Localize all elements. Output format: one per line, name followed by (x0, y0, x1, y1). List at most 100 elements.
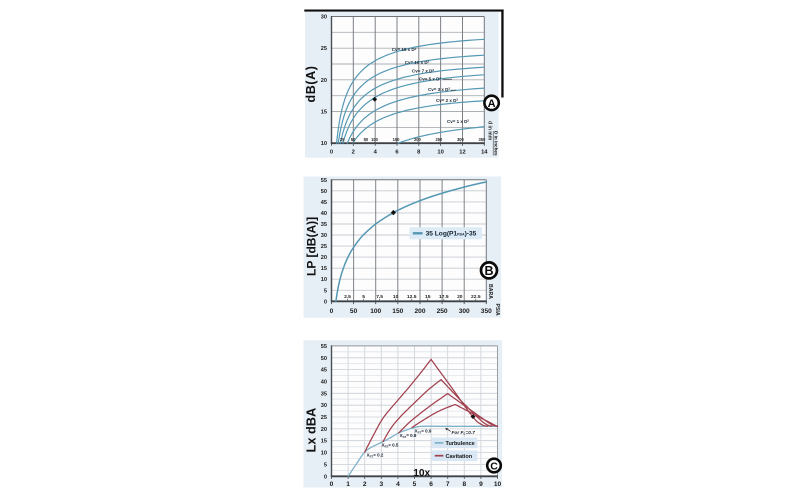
svg-text:10x: 10x (413, 468, 430, 479)
svg-text:8: 8 (417, 149, 421, 155)
svg-text:80: 80 (364, 137, 369, 142)
svg-text:LP [dB(A)]: LP [dB(A)] (305, 217, 319, 276)
svg-text:dB(A): dB(A) (304, 65, 318, 102)
svg-text:A: A (488, 98, 496, 110)
svg-text:0: 0 (330, 308, 334, 315)
svg-text:17.5: 17.5 (439, 294, 449, 300)
svg-text:5: 5 (324, 288, 327, 294)
svg-text:35: 35 (321, 222, 327, 228)
svg-text:XFZ= 0.5: XFZ= 0.5 (382, 443, 399, 449)
svg-text:Cv= 7 x D2: Cv= 7 x D2 (412, 68, 434, 73)
svg-text:250: 250 (437, 308, 448, 315)
svg-text:3: 3 (379, 481, 383, 488)
svg-text:6: 6 (429, 481, 433, 488)
svg-text:50: 50 (321, 356, 327, 362)
svg-text:D in inches: D in inches (493, 131, 498, 156)
svg-text:7.5: 7.5 (376, 294, 383, 300)
svg-text:25: 25 (321, 46, 327, 52)
svg-text:Cv= 15 x D2: Cv= 15 x D2 (392, 47, 417, 52)
svg-text:1: 1 (346, 481, 350, 488)
svg-text:25: 25 (340, 137, 345, 142)
svg-text:50: 50 (321, 189, 327, 195)
svg-text:0: 0 (324, 299, 327, 305)
svg-text:2: 2 (352, 149, 355, 155)
svg-text:20: 20 (321, 78, 327, 84)
svg-text:35: 35 (321, 391, 327, 397)
svg-text:250: 250 (435, 137, 443, 142)
svg-text:45: 45 (321, 368, 327, 374)
svg-text:100: 100 (371, 137, 379, 142)
svg-text:Cv= 10 x D2: Cv= 10 x D2 (405, 60, 430, 65)
svg-text:6: 6 (395, 149, 399, 155)
svg-text:Cv= 1 x D2: Cv= 1 x D2 (447, 119, 469, 124)
svg-text:BARA: BARA (487, 284, 493, 299)
svg-text:0: 0 (324, 474, 327, 480)
svg-text:15: 15 (321, 110, 327, 116)
svg-text:15: 15 (425, 294, 431, 300)
svg-text:50: 50 (351, 137, 356, 142)
svg-text:4: 4 (374, 149, 378, 155)
svg-text:40: 40 (321, 380, 327, 386)
svg-text:C: C (490, 461, 498, 473)
svg-text:2: 2 (363, 481, 367, 488)
svg-text:10: 10 (437, 149, 443, 155)
svg-text:22.5: 22.5 (471, 294, 481, 300)
svg-text:9: 9 (479, 481, 483, 488)
svg-text:150: 150 (393, 137, 401, 142)
svg-text:XFZ= 0.2: XFZ= 0.2 (367, 453, 384, 459)
svg-text:20: 20 (321, 427, 327, 433)
svg-text:8: 8 (462, 481, 466, 488)
svg-text:15: 15 (321, 439, 327, 445)
svg-text:100: 100 (370, 308, 381, 315)
svg-text:300: 300 (457, 137, 465, 142)
svg-text:10: 10 (494, 481, 502, 488)
svg-text:150: 150 (392, 308, 403, 315)
svg-text:25: 25 (321, 415, 327, 421)
svg-text:Cv= 2 x D2: Cv= 2 x D2 (436, 98, 458, 103)
svg-text:0: 0 (330, 149, 333, 155)
svg-text:Cavitation: Cavitation (446, 454, 473, 460)
svg-text:350: 350 (481, 308, 492, 315)
svg-text:30: 30 (321, 233, 327, 239)
svg-text:55: 55 (321, 178, 327, 184)
svg-text:12.5: 12.5 (407, 294, 417, 300)
svg-text:350: 350 (478, 137, 486, 142)
svg-text:7: 7 (446, 481, 450, 488)
svg-text:200: 200 (414, 137, 422, 142)
svg-text:14: 14 (481, 149, 488, 155)
svg-text:2.5: 2.5 (344, 294, 351, 300)
svg-text:55: 55 (321, 344, 327, 350)
svg-text:12: 12 (459, 149, 465, 155)
svg-text:B: B (484, 264, 493, 278)
svg-text:45: 45 (321, 200, 327, 206)
svg-text:4: 4 (396, 481, 400, 488)
svg-text:20: 20 (457, 294, 463, 300)
svg-text:50: 50 (350, 308, 358, 315)
svg-text:5: 5 (324, 462, 327, 468)
svg-text:10: 10 (321, 277, 327, 283)
svg-text:XFZ= 0.8: XFZ= 0.8 (400, 433, 417, 439)
svg-text:40: 40 (321, 211, 327, 217)
svg-text:5: 5 (362, 294, 365, 300)
svg-text:For FL=0.7: For FL=0.7 (452, 430, 476, 436)
svg-text:10: 10 (393, 294, 399, 300)
svg-text:300: 300 (459, 308, 470, 315)
svg-text:Lx dBA: Lx dBA (304, 408, 319, 453)
svg-text:5: 5 (413, 481, 417, 488)
svg-text:30: 30 (321, 403, 327, 409)
svg-text:XFZ= 0.9: XFZ= 0.9 (415, 429, 432, 435)
svg-text:PSIA: PSIA (494, 304, 500, 316)
svg-text:Turbulence: Turbulence (446, 441, 475, 447)
svg-text:Cv= 3 x D2: Cv= 3 x D2 (428, 87, 450, 92)
svg-text:30: 30 (321, 15, 327, 21)
svg-text:15: 15 (321, 266, 327, 272)
svg-text:10: 10 (321, 141, 327, 147)
svg-text:10: 10 (321, 451, 327, 457)
svg-text:0: 0 (330, 481, 334, 488)
svg-text:25: 25 (321, 244, 327, 250)
svg-text:200: 200 (414, 308, 425, 315)
svg-text:35 Log(P1PSIA)-35: 35 Log(P1PSIA)-35 (426, 231, 477, 238)
svg-text:Cv= 5 x D2: Cv= 5 x D2 (419, 76, 441, 81)
svg-text:d in mm: d in mm (487, 121, 493, 141)
svg-text:20: 20 (321, 255, 327, 261)
